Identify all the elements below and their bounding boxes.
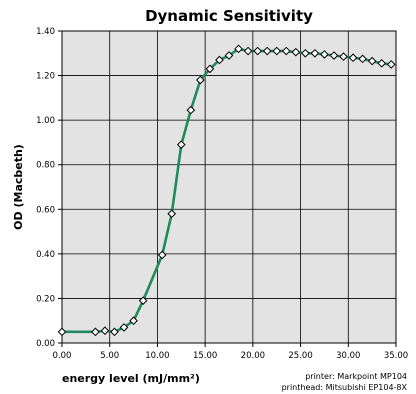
printer-note: printer: Markpoint MP104 [305, 372, 407, 381]
data-point-marker [186, 105, 196, 115]
x-tick-label: 5.00 [100, 351, 119, 361]
data-point-marker [176, 140, 186, 149]
plot-area [62, 31, 396, 343]
data-point-marker [138, 296, 148, 305]
x-tick-label: 35.00 [384, 351, 408, 361]
data-point-marker [339, 52, 348, 61]
data-point-marker [167, 209, 177, 219]
data-point-marker [215, 55, 224, 65]
data-point-marker [119, 323, 129, 332]
data-point-marker [243, 46, 253, 56]
x-axis-title: energy level (mJ/mm²) [62, 372, 200, 385]
data-point-marker [301, 48, 310, 58]
data-point-marker [196, 75, 205, 85]
x-tick-label: 30.00 [336, 351, 360, 361]
y-tick-label: 0.60 [36, 205, 55, 215]
plot-border [61, 30, 397, 344]
data-point-marker [129, 316, 138, 326]
data-point-marker [291, 47, 301, 57]
x-tick-label: 15.00 [193, 351, 217, 361]
y-tick-label: 0.20 [36, 294, 55, 304]
data-point-marker [358, 54, 367, 64]
data-point-marker [253, 46, 262, 56]
printhead-note: printhead: Mitsubishi EP104-8X [282, 383, 408, 392]
data-point-marker [329, 51, 339, 60]
data-point-marker [310, 48, 320, 58]
y-tick-label: 1.20 [36, 72, 55, 82]
data-point-marker [272, 46, 282, 56]
grid-lines [62, 31, 396, 343]
y-tick-label: 0.00 [36, 339, 55, 349]
series-layer [57, 44, 396, 337]
data-point-marker [262, 46, 272, 56]
data-point-marker [234, 44, 243, 54]
x-axis-ticks: 0.00 5.00 10.00 15.00 20.00 25.00 30.00 35.00 [53, 343, 408, 361]
data-point-marker [110, 327, 119, 337]
y-axis-title: OD (Macbeth) [12, 144, 25, 230]
x-tick-label: 20.00 [241, 351, 265, 361]
y-tick-label: 1.00 [36, 116, 55, 126]
x-tick-label: 25.00 [288, 351, 312, 361]
data-point-marker [281, 46, 291, 56]
y-tick-label: 1.40 [36, 27, 55, 37]
data-point-marker [91, 327, 100, 337]
data-point-marker [57, 327, 67, 337]
data-point-marker [205, 64, 215, 74]
y-tick-label: 0.80 [36, 161, 55, 171]
x-tick-label: 0.00 [53, 351, 72, 361]
data-point-marker [386, 60, 396, 69]
data-point-marker [367, 56, 377, 66]
data-point-marker [377, 59, 386, 68]
y-tick-label: 0.40 [36, 250, 55, 260]
data-point-marker [224, 51, 234, 60]
data-point-marker [320, 50, 329, 59]
chart-title: Dynamic Sensitivity [145, 7, 313, 25]
data-point-marker [100, 326, 110, 336]
x-tick-label: 10.00 [145, 351, 169, 361]
data-point-marker [157, 250, 167, 260]
data-point-marker [348, 53, 358, 63]
y-axis-ticks: 0.00 0.20 0.40 0.60 0.80 1.00 1.20 1.40 [36, 27, 62, 349]
